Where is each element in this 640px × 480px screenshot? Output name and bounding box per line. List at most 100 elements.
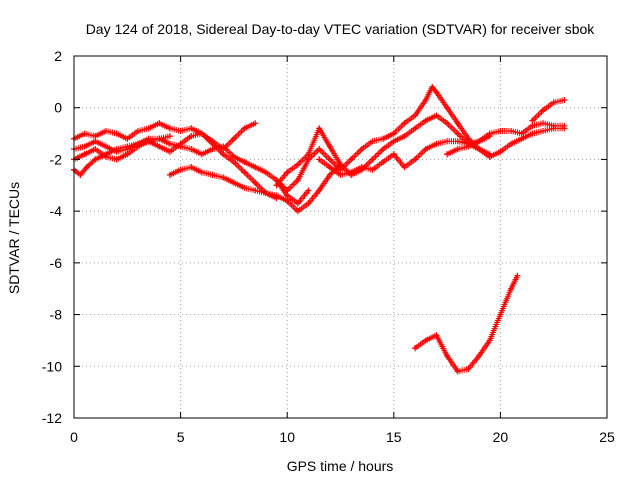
y-tick-label: -6	[50, 255, 63, 271]
data-point	[77, 171, 84, 178]
y-tick-label: -10	[42, 358, 62, 374]
plot-frame	[73, 55, 608, 419]
x-tick-label: 20	[493, 429, 509, 445]
data-point	[454, 120, 461, 127]
data-point	[284, 192, 291, 199]
data-point	[433, 112, 440, 119]
data-point	[476, 352, 483, 359]
data-point	[262, 169, 269, 176]
data-point	[252, 120, 259, 127]
data-point	[305, 156, 312, 163]
x-tick-label: 0	[70, 429, 78, 445]
data-point	[444, 352, 451, 359]
data-point	[134, 140, 141, 147]
data-point	[145, 138, 152, 145]
data-point	[102, 127, 109, 134]
data-point	[540, 107, 547, 114]
data-point	[326, 171, 333, 178]
data-point	[252, 164, 259, 171]
data-point	[316, 187, 323, 194]
data-point	[102, 143, 109, 150]
x-tick-label: 15	[386, 429, 402, 445]
data-point	[540, 120, 547, 127]
data-point	[412, 112, 419, 119]
data-point	[156, 120, 163, 127]
data-point	[188, 164, 195, 171]
data-point	[476, 138, 483, 145]
data-points	[71, 84, 568, 375]
series-track-6	[273, 84, 493, 194]
data-point	[241, 159, 248, 166]
y-tick-label: -12	[42, 410, 62, 426]
axis-ticks: 0 5 10 15 20 25 -12 -10 -8 -6 -4 -2 0 2	[42, 48, 615, 445]
data-point	[497, 127, 504, 134]
data-point	[529, 122, 536, 129]
data-point	[81, 151, 88, 158]
data-point	[401, 120, 408, 127]
data-point	[422, 117, 429, 124]
data-point	[454, 138, 461, 145]
data-point	[209, 146, 216, 153]
data-point	[273, 182, 280, 189]
data-point	[444, 104, 451, 111]
data-point	[550, 122, 557, 129]
grid-lines	[74, 56, 607, 418]
data-point	[508, 127, 515, 134]
data-point	[198, 169, 205, 176]
data-point	[156, 135, 163, 142]
series-track-11	[412, 272, 521, 375]
data-point	[326, 164, 333, 171]
data-point	[514, 272, 521, 279]
data-point	[188, 146, 195, 153]
x-tick-label: 5	[177, 429, 185, 445]
data-point	[529, 130, 536, 137]
data-point	[294, 200, 301, 207]
data-point	[124, 135, 131, 142]
data-point	[209, 171, 216, 178]
data-point	[337, 171, 344, 178]
series-track-10	[529, 96, 568, 124]
data-point	[369, 138, 376, 145]
data-point	[444, 151, 451, 158]
data-point	[390, 151, 397, 158]
data-point	[561, 96, 568, 103]
data-point	[273, 192, 280, 199]
data-point	[444, 120, 451, 127]
data-point	[230, 135, 237, 142]
data-point	[326, 156, 333, 163]
x-tick-label: 25	[599, 429, 615, 445]
y-tick-label: -2	[50, 151, 63, 167]
data-point	[166, 125, 173, 132]
data-point	[465, 135, 472, 142]
data-point	[380, 159, 387, 166]
data-point	[81, 130, 88, 137]
series-path	[412, 274, 520, 375]
data-point	[124, 143, 131, 150]
data-point	[358, 146, 365, 153]
data-point	[230, 179, 237, 186]
series-track-8	[316, 125, 568, 178]
data-point	[241, 169, 248, 176]
data-point	[284, 169, 291, 176]
data-point	[156, 143, 163, 150]
data-point	[369, 166, 376, 173]
data-point	[316, 156, 323, 163]
data-point	[230, 159, 237, 166]
data-point	[102, 151, 109, 158]
data-point	[380, 146, 387, 153]
data-point	[188, 125, 195, 132]
data-point	[390, 138, 397, 145]
data-point	[124, 151, 131, 158]
data-point	[422, 146, 429, 153]
data-point	[305, 151, 312, 158]
data-point	[433, 89, 440, 96]
data-point	[433, 140, 440, 147]
data-point	[390, 130, 397, 137]
data-point	[486, 153, 493, 160]
data-point	[188, 133, 195, 140]
data-point	[412, 156, 419, 163]
data-point	[198, 151, 205, 158]
data-point	[358, 164, 365, 171]
data-point	[177, 127, 184, 134]
data-point	[540, 127, 547, 134]
